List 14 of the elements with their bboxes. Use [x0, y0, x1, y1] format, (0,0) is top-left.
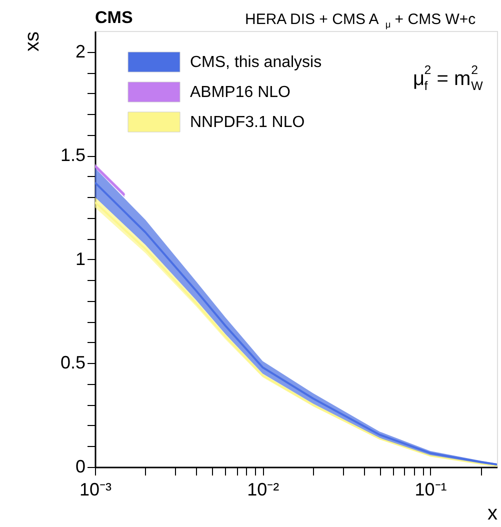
x-tick-label: 10⁻¹ — [414, 480, 447, 500]
y-tick-label: 1 — [75, 248, 86, 269]
legend-label: NNPDF3.1 NLO — [190, 114, 305, 131]
y-tick-label: 1.5 — [60, 145, 86, 166]
legend-label: ABMP16 NLO — [190, 84, 290, 101]
chart-title: CMS — [95, 8, 133, 27]
x-axis-title: x — [488, 502, 498, 524]
y-tick-label: 2 — [75, 41, 86, 62]
y-tick-label: 0 — [75, 456, 86, 476]
y-tick-label: 0.5 — [60, 352, 86, 373]
legend-label: CMS, this analysis — [190, 54, 322, 71]
y-axis-title: xs — [21, 32, 44, 52]
x-tick-label: 10⁻³ — [79, 480, 112, 500]
x-tick-label: 10⁻² — [247, 480, 280, 500]
